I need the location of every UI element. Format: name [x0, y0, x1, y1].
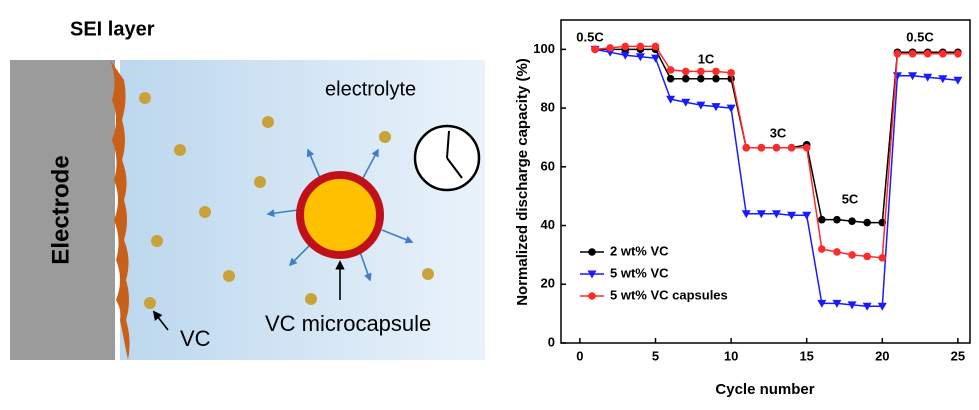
marker — [954, 49, 962, 58]
capsule-label: VC microcapsule — [265, 311, 431, 336]
y-tick-label: 60 — [541, 158, 555, 173]
marker — [878, 254, 887, 262]
marker — [681, 74, 690, 83]
marker — [832, 299, 842, 308]
marker — [711, 103, 721, 112]
x-tick-label: 20 — [875, 348, 889, 363]
marker — [756, 210, 766, 219]
marker — [847, 301, 857, 310]
marker — [712, 67, 720, 76]
vc-arrow — [152, 310, 169, 331]
marker — [741, 210, 751, 219]
x-axis-label: Cycle number — [715, 381, 814, 398]
marker — [635, 53, 645, 62]
marker — [893, 49, 902, 58]
legend-label: 5 wt% VC capsules — [610, 287, 728, 302]
x-tick-label: 15 — [799, 348, 813, 363]
legend-marker — [587, 270, 597, 279]
release-arrows — [266, 148, 414, 282]
marker — [863, 218, 871, 227]
marker — [757, 143, 766, 152]
marker — [833, 248, 841, 256]
marker — [818, 215, 826, 224]
marker — [923, 49, 932, 58]
sei-label: SEI layer — [70, 18, 155, 40]
x-tick-label: 0 — [576, 348, 583, 363]
x-tick-label: 5 — [652, 348, 659, 363]
marker — [681, 67, 690, 76]
electrode — [10, 60, 115, 360]
marker — [787, 211, 797, 220]
marker — [666, 74, 675, 83]
marker — [681, 98, 691, 107]
electrode-label: Electrode — [47, 155, 74, 264]
marker — [848, 217, 856, 225]
marker — [787, 143, 796, 152]
marker — [697, 74, 705, 83]
legend-marker — [588, 292, 596, 300]
clock — [413, 124, 481, 192]
marker — [696, 101, 706, 110]
marker — [727, 69, 735, 77]
marker — [712, 74, 720, 83]
marker — [621, 42, 630, 51]
series-line — [594, 45, 958, 259]
marker — [817, 299, 827, 308]
sei-layer — [110, 60, 130, 360]
marker — [802, 211, 812, 220]
marker — [620, 51, 630, 60]
marker — [833, 215, 841, 224]
rate-annotation: 5C — [842, 191, 859, 206]
marker — [666, 66, 675, 74]
x-tick-label: 10 — [724, 348, 738, 363]
y-tick-label: 80 — [541, 100, 555, 115]
marker — [908, 49, 917, 58]
y-tick-label: 0 — [548, 334, 555, 349]
legend-label: 2 wt% VC — [610, 243, 669, 258]
marker — [651, 42, 660, 51]
y-tick-label: 20 — [541, 276, 555, 291]
marker — [862, 302, 872, 311]
legend-marker — [588, 248, 596, 256]
marker — [818, 245, 826, 253]
marker — [938, 49, 947, 58]
marker — [848, 251, 856, 259]
rate-annotation: 0.5C — [906, 29, 934, 44]
marker — [606, 44, 614, 52]
marker — [742, 143, 751, 152]
vc-dots — [139, 92, 434, 309]
marker — [877, 302, 887, 311]
electrolyte-label: electrolyte — [325, 78, 416, 100]
marker — [591, 45, 599, 54]
vc-label: VC — [180, 326, 211, 351]
marker — [908, 72, 918, 81]
x-tick-label: 25 — [951, 348, 965, 363]
marker — [953, 76, 963, 85]
marker — [726, 104, 736, 113]
y-axis-label: Normalized discharge capacity (%) — [514, 58, 531, 306]
rate-annotation: 0.5C — [576, 29, 604, 44]
marker — [697, 67, 705, 76]
plot-frame — [560, 19, 971, 344]
y-tick-label: 100 — [533, 41, 555, 56]
marker — [666, 95, 676, 104]
legend-label: 5 wt% VC — [610, 265, 669, 280]
rate-annotation: 1C — [698, 51, 715, 66]
marker — [802, 143, 811, 152]
marker — [771, 210, 781, 219]
rate-annotation: 3C — [770, 125, 787, 140]
marker — [938, 75, 948, 84]
y-tick-label: 40 — [541, 217, 555, 232]
marker — [651, 54, 661, 63]
marker — [923, 73, 933, 82]
diagram: SEI layer electrolyte Electrode VC VC mi… — [10, 18, 485, 360]
microcapsule — [296, 171, 384, 259]
marker — [636, 42, 645, 51]
marker — [863, 252, 871, 261]
marker — [772, 143, 781, 152]
chart: Normalized discharge capacity (%) Cycle … — [514, 19, 971, 398]
